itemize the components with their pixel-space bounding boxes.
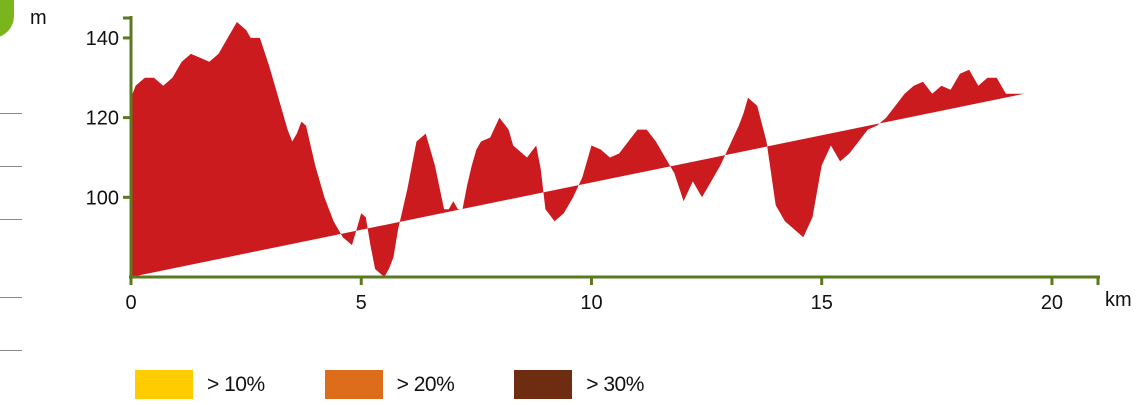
x-tick-label: 20 [1041, 292, 1063, 314]
x-tick-label: 15 [811, 292, 833, 314]
elevation-chart: 100 120 140 0 5 10 15 20 m km [30, 7, 1132, 314]
x-tick-label: 0 [125, 292, 136, 314]
ticks: 100 120 140 0 5 10 15 20 [86, 16, 1100, 314]
legend-item: > 30% [514, 370, 704, 399]
y-tick-label: 100 [86, 187, 119, 209]
legend-label: > 20% [396, 372, 455, 396]
y-tick-label: 140 [86, 28, 119, 50]
legend: > 10% > 20% > 30% [135, 370, 704, 399]
legend-swatch [514, 370, 573, 399]
legend-swatch [324, 370, 383, 399]
legend-item: > 20% [324, 370, 515, 399]
elevation-area [131, 22, 1025, 277]
axes [129, 16, 1100, 279]
legend-label: > 30% [586, 372, 644, 396]
legend-label: > 10% [207, 372, 265, 396]
side-divider [0, 350, 22, 351]
x-tick-label: 5 [356, 292, 367, 314]
x-tick-label: 10 [580, 292, 602, 314]
y-axis-unit: m [30, 7, 47, 29]
side-divider [0, 166, 22, 167]
legend-swatch [135, 370, 193, 399]
side-divider [0, 297, 22, 298]
x-axis-unit: km [1105, 289, 1132, 311]
legend-item: > 10% [135, 370, 325, 399]
side-divider [0, 219, 22, 220]
side-divider [0, 113, 22, 114]
y-tick-label: 120 [86, 108, 119, 130]
